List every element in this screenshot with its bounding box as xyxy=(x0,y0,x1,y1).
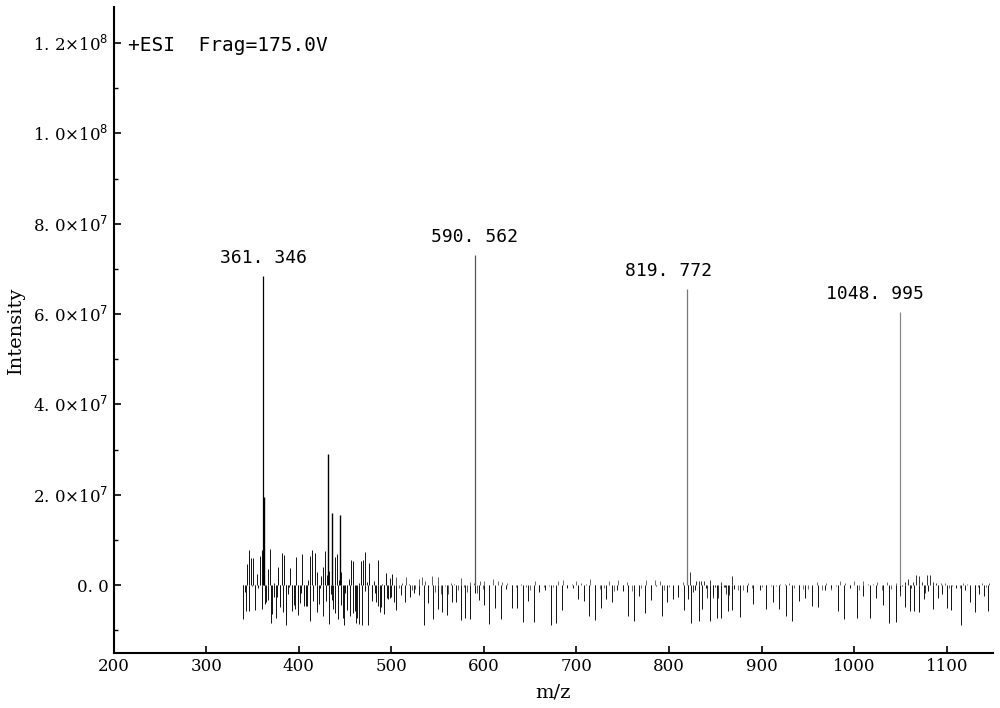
Text: 819. 772: 819. 772 xyxy=(625,262,712,280)
Text: 1048. 995: 1048. 995 xyxy=(826,285,924,303)
Text: +ESI  Frag=175.0V: +ESI Frag=175.0V xyxy=(128,36,327,55)
X-axis label: m/z: m/z xyxy=(536,683,571,701)
Text: 361. 346: 361. 346 xyxy=(220,249,307,267)
Y-axis label: Intensity: Intensity xyxy=(7,286,25,374)
Text: 590. 562: 590. 562 xyxy=(431,229,518,246)
